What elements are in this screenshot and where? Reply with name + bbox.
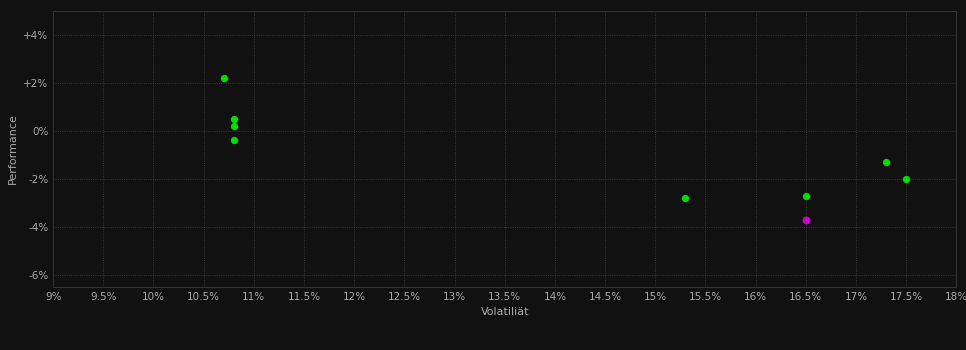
Y-axis label: Performance: Performance bbox=[8, 113, 17, 184]
Point bbox=[798, 193, 813, 198]
Point bbox=[798, 217, 813, 223]
Point bbox=[226, 138, 242, 143]
Point bbox=[678, 195, 694, 201]
Point bbox=[216, 75, 232, 80]
Point bbox=[878, 159, 894, 165]
Point bbox=[898, 176, 914, 182]
X-axis label: Volatiliät: Volatiliät bbox=[480, 307, 529, 317]
Point bbox=[226, 116, 242, 121]
Point bbox=[226, 123, 242, 129]
